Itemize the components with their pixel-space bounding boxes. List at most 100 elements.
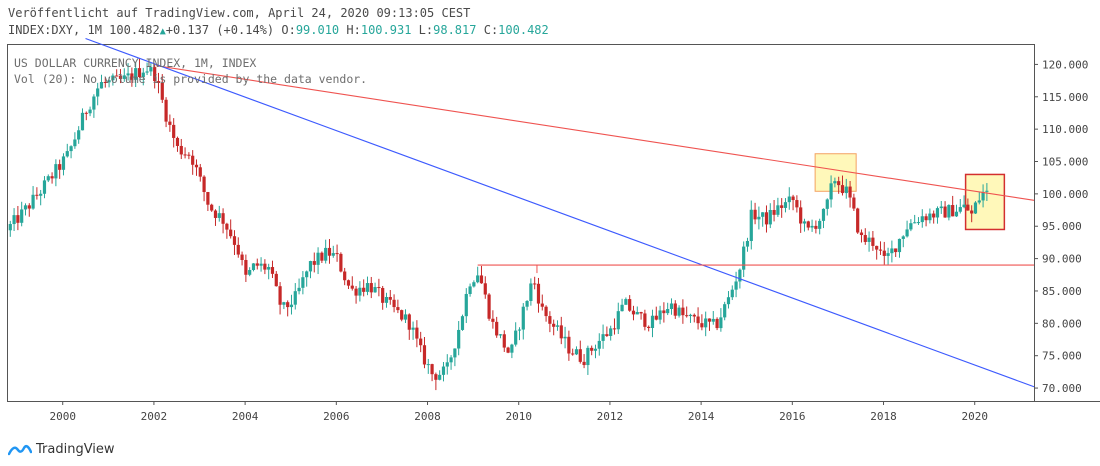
candle-body (225, 223, 229, 230)
candle-body (194, 164, 199, 168)
candle-body (650, 315, 655, 329)
candle-body (601, 334, 605, 341)
candle-body (863, 235, 867, 242)
candle-body (23, 205, 28, 210)
candle-body (783, 202, 788, 208)
candle-body (814, 225, 818, 229)
close-value: 100.482 (498, 23, 549, 37)
candle-body (555, 325, 560, 327)
candle-body (217, 213, 221, 218)
candle-body (99, 82, 104, 89)
candle-body (289, 304, 294, 308)
candle-body (833, 181, 837, 184)
candle-body (681, 307, 685, 316)
candle-body (407, 314, 411, 330)
trend-lines[interactable] (85, 38, 1035, 388)
candle-body (768, 209, 772, 225)
candle-body (308, 261, 313, 272)
candle-body (183, 154, 187, 156)
candle-body (419, 338, 423, 346)
candle-body (491, 318, 495, 322)
x-tick-label: 2002 (141, 410, 168, 423)
candle-body (343, 271, 347, 281)
trend-line-blue (85, 38, 1035, 388)
candle-body (707, 318, 712, 322)
candle-body (164, 99, 168, 122)
candle-body (818, 220, 822, 229)
candle-body (111, 75, 115, 81)
candle-body (103, 82, 107, 84)
legend-title: US DOLLAR CURRENCY INDEX, 1M, INDEX (14, 56, 257, 70)
candle-body (886, 253, 890, 256)
x-tick-label: 2016 (779, 410, 806, 423)
candle-body (734, 281, 738, 290)
x-tick-label: 2014 (688, 410, 715, 423)
candle-body (844, 186, 848, 194)
y-tick-label: 95.000 (1042, 220, 1082, 233)
legend-volume: Vol (20): No volume is provided by the d… (14, 72, 368, 86)
candle-body (958, 207, 962, 212)
candle-body (749, 209, 753, 241)
candle-body (472, 282, 476, 287)
candle-body (16, 215, 20, 223)
candle-body (730, 289, 734, 298)
candle-body (802, 221, 807, 224)
candle-body (267, 267, 271, 270)
symbol-ohlc-line: INDEX:DXY, 1M 100.482▲+0.137 (+0.14%) O:… (8, 23, 549, 39)
candle-body (122, 75, 126, 79)
candle-body (39, 193, 43, 196)
annotation-boxes[interactable] (814, 153, 1006, 231)
candle-body (403, 314, 408, 320)
candle-body (487, 294, 491, 319)
candle-body (981, 191, 985, 201)
candle-body (726, 297, 731, 305)
candle-body (92, 96, 96, 110)
candle-body (521, 306, 525, 330)
candle-body (312, 261, 316, 265)
candle-body (544, 306, 548, 317)
candle-body (529, 283, 533, 301)
candle-body (719, 317, 723, 329)
candle-body (711, 318, 715, 322)
candle-body (954, 211, 959, 217)
candle-body (240, 254, 244, 260)
candle-body (867, 237, 871, 242)
candlestick-chart[interactable]: 2000 2002 2004 2006 2008 2010 2012 2014 2016 2018… (0, 0, 1100, 440)
candle-body (620, 304, 624, 312)
candle-body (685, 315, 689, 317)
candle-body (631, 310, 636, 315)
candle-body (191, 155, 195, 165)
price-change: +0.137 (+0.14%) (165, 23, 275, 37)
candle-body (365, 283, 370, 292)
candle-body (293, 291, 297, 305)
candle-body (647, 326, 651, 329)
candle-body (673, 303, 677, 316)
candle-body (145, 71, 149, 73)
candle-body (977, 200, 981, 203)
candle-body (232, 236, 237, 245)
open-label: O: (281, 23, 296, 37)
candle-body (905, 229, 909, 237)
candle-body (700, 323, 704, 328)
candle-body (358, 287, 362, 296)
footer-brand[interactable]: TradingView (8, 440, 115, 458)
high-value: 100.931 (360, 23, 412, 37)
close-label: C: (483, 23, 499, 37)
candle-body (12, 215, 16, 225)
candle-body (50, 176, 54, 179)
candle-body (301, 277, 305, 288)
candle-body (624, 299, 628, 305)
candle-body (327, 247, 332, 256)
candle-body (696, 316, 700, 324)
trend-line-red (156, 65, 1035, 201)
candle-body (464, 293, 468, 317)
candle-body (54, 164, 58, 179)
candle-body (742, 246, 746, 270)
candle-body (210, 204, 214, 211)
candle-body (274, 273, 278, 287)
candle-body (213, 210, 218, 218)
candle-body (65, 151, 69, 157)
candle-body (118, 75, 123, 79)
candle-body (369, 283, 373, 293)
candle-body (916, 222, 921, 224)
